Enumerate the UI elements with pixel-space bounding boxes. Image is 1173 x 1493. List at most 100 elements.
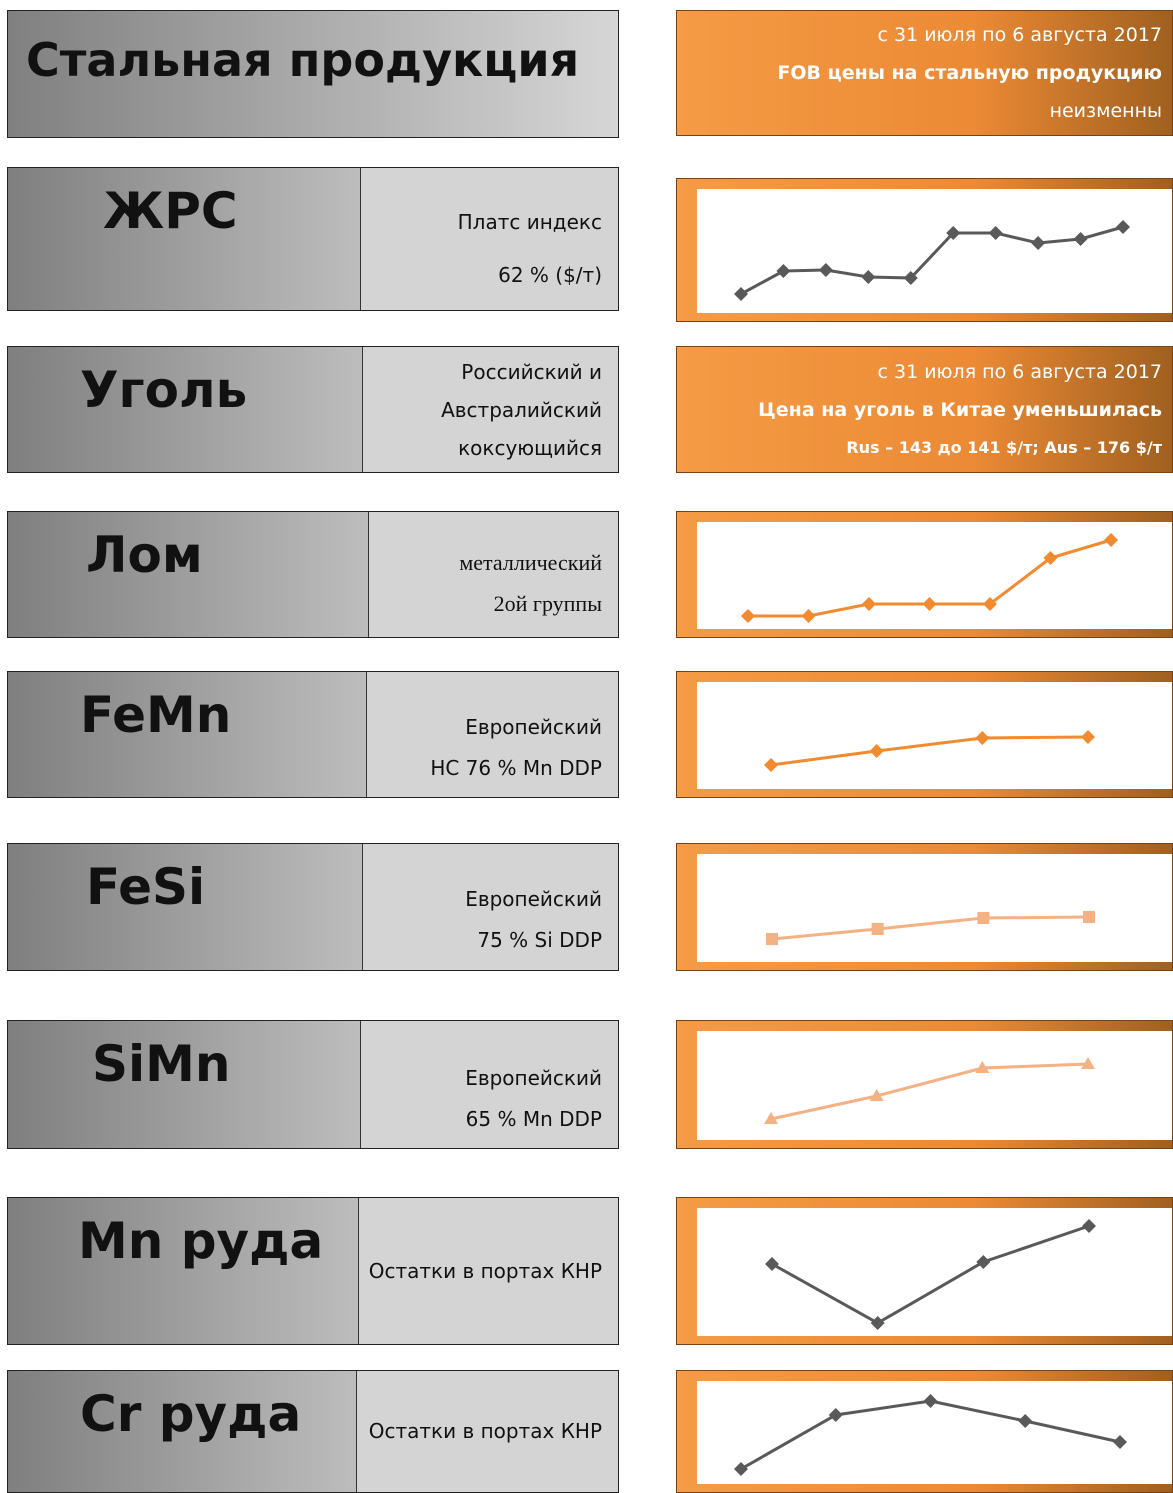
row-note: с 31 июля по 6 августа 2017 Цена на уголь… — [676, 346, 1173, 473]
marker — [869, 1089, 884, 1101]
marker — [1081, 1057, 1095, 1069]
description-line: Австралийский — [441, 397, 602, 422]
row-description: Остатки в портах КНР — [359, 1198, 618, 1344]
row-label-panel: FeMn — [8, 672, 367, 797]
sparkline — [740, 225, 1124, 296]
marker — [983, 597, 997, 611]
sparkline — [770, 1062, 1089, 1121]
sparkline — [770, 735, 1089, 767]
description-line: HC 76 % Mn DDP — [430, 755, 602, 780]
marker — [828, 1408, 843, 1422]
marker — [870, 1316, 885, 1330]
note-line: Rus – 143 до 141 $/т; Aus – 176 $/т — [846, 437, 1162, 457]
chart-frame — [676, 1197, 1173, 1345]
row-name: ЖРС — [103, 182, 238, 240]
description-line: Российский и — [461, 359, 602, 384]
description-line: Европейский — [465, 1065, 602, 1090]
row-description: металлический 2ой группы — [369, 512, 618, 637]
row-box: Лом металлический 2ой группы — [7, 511, 619, 638]
marker — [977, 912, 990, 924]
row-name: FeMn — [80, 686, 232, 744]
marker — [861, 270, 876, 284]
marker — [871, 923, 884, 935]
chart-frame — [676, 511, 1173, 638]
row-name: Лом — [86, 526, 203, 584]
description-line: 2ой группы — [493, 590, 602, 616]
description-line: 75 % Si DDP — [477, 928, 602, 952]
marker — [776, 264, 791, 278]
note-line: FOB цены на стальную продукцию — [777, 62, 1162, 84]
row-box: FeMn Европейский HC 76 % Mn DDP — [7, 671, 619, 798]
note-line: неизменны — [1049, 100, 1162, 122]
marker — [765, 1257, 779, 1271]
row-label-panel: ЖРС — [8, 168, 361, 310]
marker — [734, 1462, 748, 1476]
row-label-panel: Лом — [8, 512, 369, 637]
marker — [1073, 232, 1088, 246]
sparkline — [740, 1399, 1121, 1471]
marker — [975, 1061, 990, 1073]
row-name: Mn руда — [78, 1212, 324, 1270]
marker — [766, 933, 778, 945]
marker — [903, 271, 918, 285]
row-description: Европейский 75 % Si DDP — [363, 844, 618, 970]
row-label-panel: SiMn — [8, 1021, 361, 1148]
description-line: 65 % Mn DDP — [465, 1106, 602, 1131]
marker — [801, 609, 816, 623]
description-line: коксующийся — [458, 435, 602, 460]
row-description: Российский и Австралийский коксующийся — [363, 347, 618, 472]
chart-area — [697, 522, 1172, 629]
row-box: Уголь Российский и Австралийский коксующийс… — [7, 346, 619, 473]
marker — [1116, 220, 1130, 234]
title-box: Стальная продукция — [7, 10, 619, 138]
row-box: Cr руда Остатки в портах КНР — [7, 1370, 619, 1493]
marker — [946, 226, 961, 240]
row-description: Платс индекс 62 % ($/т) — [361, 168, 618, 310]
title: Стальная продукция — [26, 33, 580, 87]
row-name: Уголь — [80, 361, 248, 419]
sparkline — [771, 915, 1090, 941]
row-box: ЖРС Платс индекс 62 % ($/т) — [7, 167, 619, 311]
row-label-panel: Mn руда — [8, 1198, 359, 1344]
note-line: с 31 июля по 6 августа 2017 — [877, 360, 1163, 383]
row-label-panel: Cr руда — [8, 1371, 357, 1492]
description-line: Остатки в портах КНР — [368, 1419, 602, 1443]
row-label-panel: FeSi — [8, 844, 363, 970]
row-box: FeSi Европейский 75 % Si DDP — [7, 843, 619, 971]
marker — [818, 263, 833, 277]
description-line: Платс индекс — [457, 210, 602, 234]
note-line: Цена на уголь в Китае уменьшилась — [758, 398, 1162, 421]
description-line: Европейский — [465, 714, 602, 739]
row-box: Mn руда Остатки в портах КНР — [7, 1197, 619, 1345]
marker — [1104, 533, 1118, 547]
row-description: Европейский 65 % Mn DDP — [361, 1021, 618, 1148]
marker — [1031, 236, 1046, 250]
marker — [741, 609, 755, 623]
marker — [869, 744, 884, 758]
row-name: FeSi — [86, 858, 206, 916]
marker — [764, 758, 778, 772]
description-line: металлический — [459, 549, 602, 575]
note: с 31 июля по 6 августа 2017 Цена на уголь… — [677, 347, 1172, 472]
description-line: Остатки в портах КНР — [368, 1258, 602, 1283]
header-note: с 31 июля по 6 августа 2017 FOB цены на … — [676, 10, 1173, 136]
marker — [862, 597, 876, 611]
note: с 31 июля по 6 августа 2017 FOB цены на … — [677, 11, 1172, 135]
marker — [922, 597, 937, 611]
marker — [1082, 1219, 1096, 1233]
chart-area — [697, 1208, 1172, 1336]
marker — [1083, 911, 1095, 923]
marker — [734, 287, 748, 301]
note-line: с 31 июля по 6 августа 2017 — [877, 24, 1163, 46]
description-line: Европейский — [465, 887, 602, 911]
row-box: SiMn Европейский 65 % Mn DDP — [7, 1020, 619, 1149]
description-line: 62 % ($/т) — [498, 263, 602, 287]
marker — [1043, 551, 1058, 565]
row-description: Европейский HC 76 % Mn DDP — [367, 672, 618, 797]
marker — [1081, 730, 1095, 744]
marker — [988, 226, 1003, 240]
sparkline — [771, 1224, 1090, 1325]
marker — [764, 1112, 778, 1124]
